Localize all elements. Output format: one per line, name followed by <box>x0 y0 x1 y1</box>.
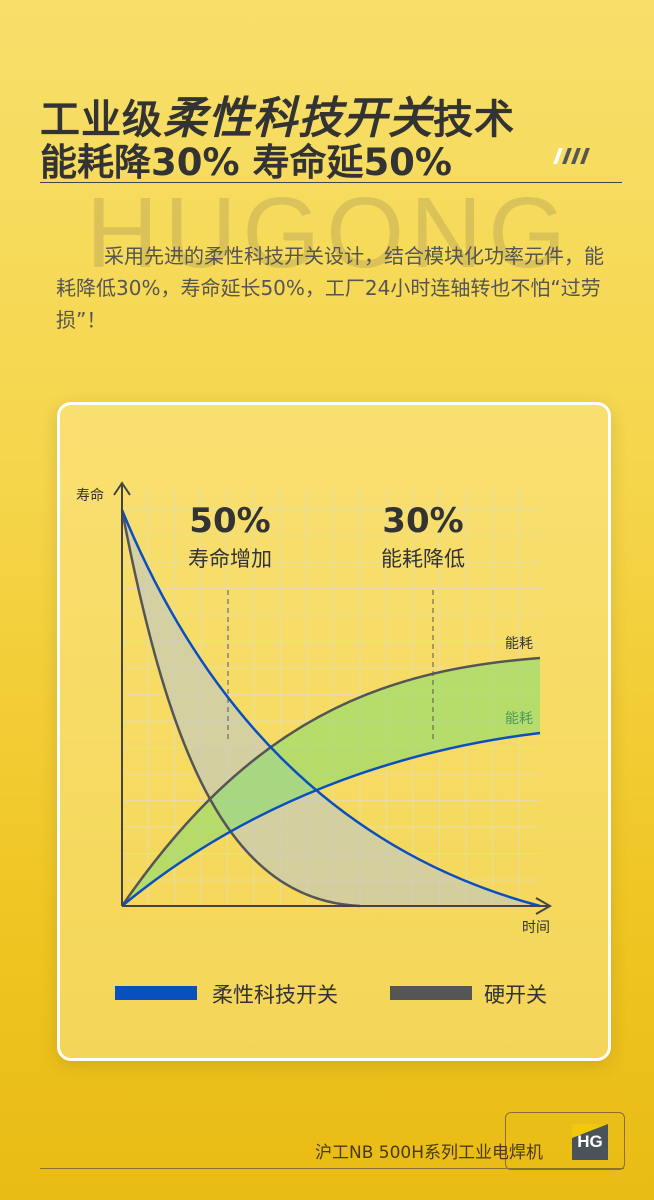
annotation-label: 寿命增加 <box>188 547 272 571</box>
x-axis <box>122 897 553 915</box>
headline-emphasis: 柔性科技开关 <box>163 93 433 144</box>
headline-line1: 工业级柔性科技开关技术 <box>40 82 515 146</box>
divider <box>40 182 622 183</box>
headline-text: 工业级 <box>40 97 163 143</box>
energy-gap-area <box>122 658 540 906</box>
annotation-value: 50% <box>189 501 270 541</box>
headline-line2: 能耗降30% 寿命延50% <box>40 141 453 184</box>
legend-label-hard: 硬开关 <box>484 983 547 1007</box>
legend-swatch-soft <box>115 986 197 1000</box>
watermark: HUGONG <box>86 177 572 289</box>
series-soft-energy <box>121 731 541 907</box>
product-name: 沪工NB 500H系列工业电焊机 <box>315 1143 544 1163</box>
series-hard-energy <box>120 656 541 907</box>
x-axis-label: 时间 <box>522 920 550 936</box>
footer-frame <box>505 1112 625 1170</box>
annotation-label: 能耗降低 <box>381 547 465 571</box>
y-axis <box>113 481 131 906</box>
description: 采用先进的柔性科技开关设计，结合模块化功率元件，能耗降低30%，寿命延长50%，… <box>56 244 604 332</box>
legend-label-soft: 柔性科技开关 <box>212 983 338 1007</box>
legend-swatch-hard <box>390 986 472 1000</box>
logo-text: HG <box>577 1132 603 1151</box>
footer-line <box>40 1168 624 1169</box>
headline-text: 技术 <box>433 97 515 143</box>
series-soft-lifetime <box>120 509 541 908</box>
hg-logo: HG <box>572 1124 608 1160</box>
curve-label-hard: 能耗 <box>505 636 533 652</box>
annotation-value: 30% <box>382 501 463 541</box>
y-axis-label: 寿命 <box>76 487 104 504</box>
curve-label-soft: 能耗 <box>505 711 533 727</box>
chart: 寿命 时间 50% 寿命增加 30% 能耗降低 能耗 能耗 柔性科技开关 硬开关 <box>76 481 553 1007</box>
